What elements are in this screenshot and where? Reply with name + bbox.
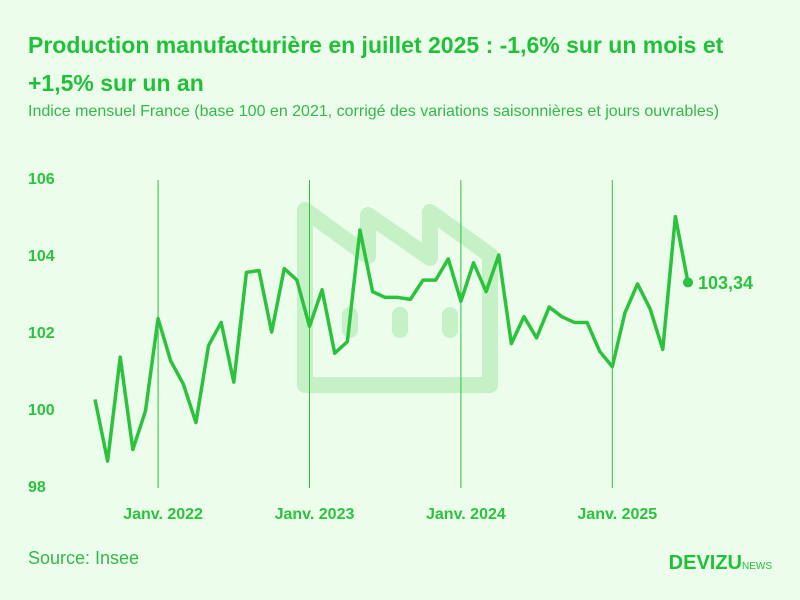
x-tick-label: Janv. 2023: [275, 506, 355, 523]
y-tick-label: 102: [28, 325, 55, 342]
x-tick-label: Janv. 2022: [123, 506, 203, 523]
y-tick-label: 106: [28, 171, 55, 188]
y-tick-label: 98: [28, 479, 46, 496]
chart-subtitle: Indice mensuel France (base 100 en 2021,…: [28, 103, 720, 120]
brand: DEVIZUNEWS: [669, 552, 772, 575]
x-tick-label: Janv. 2025: [577, 506, 657, 523]
brand-name: DEVIZU: [668, 552, 742, 574]
line: [93, 214, 690, 463]
factory-outline: [297, 202, 498, 393]
brand-suffix: NEWS: [742, 561, 772, 572]
x-tick-label: Janv. 2024: [426, 506, 506, 523]
end-point: [683, 277, 693, 288]
source: Source: Insee: [28, 548, 140, 568]
chart-title: Production manufacturière en juillet 202…: [28, 32, 724, 96]
y-tick-label: 104: [28, 248, 55, 265]
value-label: 103,34: [698, 273, 753, 293]
y-tick-label: 100: [28, 402, 55, 419]
